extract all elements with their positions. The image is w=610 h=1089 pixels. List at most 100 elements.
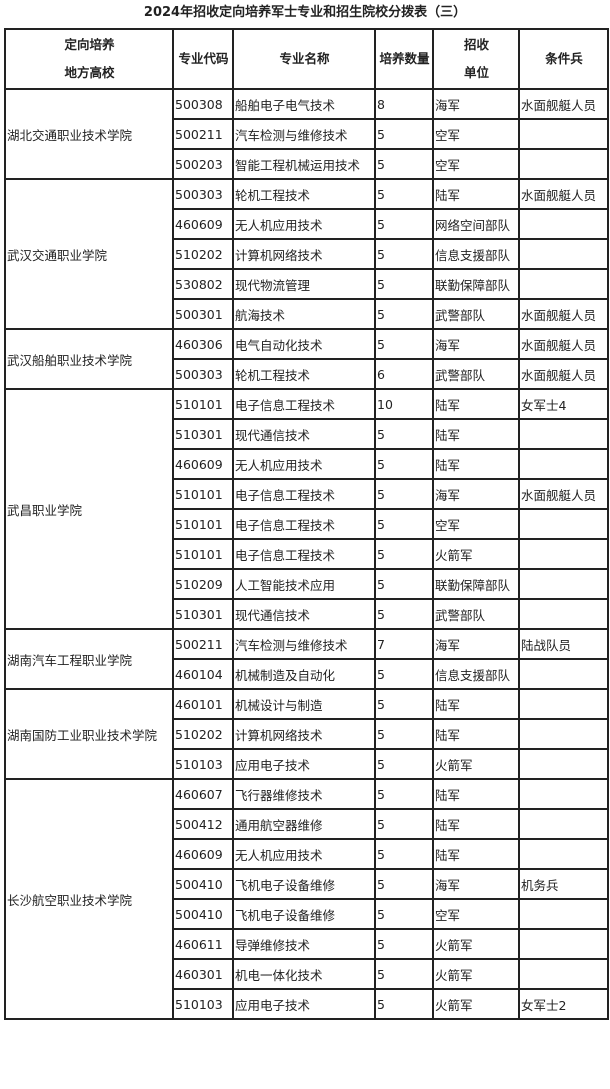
major-code-cell: 500308 (172, 88, 234, 120)
quota-cell: 7 (374, 628, 434, 660)
condition-cell (518, 898, 609, 930)
condition-cell (518, 508, 609, 540)
quota-cell: 5 (374, 238, 434, 270)
header-name: 专业名称 (232, 28, 376, 90)
major-code-cell: 460609 (172, 838, 234, 870)
major-name-cell: 电子信息工程技术 (232, 388, 376, 420)
quota-cell: 5 (374, 688, 434, 720)
recruiting-unit-cell: 海军 (432, 328, 520, 360)
major-code-cell: 510202 (172, 238, 234, 270)
major-name-cell: 应用电子技术 (232, 748, 376, 780)
major-name-cell: 现代通信技术 (232, 598, 376, 630)
major-name-cell: 人工智能技术应用 (232, 568, 376, 600)
major-code-cell: 510202 (172, 718, 234, 750)
major-name-cell: 应用电子技术 (232, 988, 376, 1020)
major-code-cell: 500412 (172, 808, 234, 840)
major-code-cell: 500410 (172, 898, 234, 930)
recruiting-unit-cell: 武警部队 (432, 298, 520, 330)
table-row: 460609 无人机应用技术 5 陆军 (5, 448, 609, 480)
recruiting-unit-cell: 联勤保障部队 (432, 568, 520, 600)
condition-cell (518, 658, 609, 690)
table-row: 510103 应用电子技术 5 火箭军 (5, 748, 609, 780)
major-name-cell: 无人机应用技术 (232, 208, 376, 240)
recruiting-unit-cell: 陆军 (432, 388, 520, 420)
major-name-cell: 飞机电子设备维修 (232, 898, 376, 930)
recruiting-unit-cell: 空军 (432, 508, 520, 540)
quota-cell: 5 (374, 958, 434, 990)
major-name-cell: 现代物流管理 (232, 268, 376, 300)
condition-cell (518, 748, 609, 780)
header-row: 定向培养 地方高校 专业代码 专业名称 培养数量 招收 单位 条件兵 (4, 28, 609, 90)
major-code-cell: 500211 (172, 118, 234, 150)
major-name-cell: 船舶电子电气技术 (232, 88, 376, 120)
major-name-cell: 电子信息工程技术 (232, 538, 376, 570)
table-row: 500410 飞机电子设备维修 5 海军 机务兵 (5, 868, 609, 900)
table-row: 510101 电子信息工程技术 5 空军 (5, 508, 609, 540)
school-cell: 武昌职业学院 (4, 388, 174, 630)
table-row: 510103 应用电子技术 5 火箭军 女军士2 (5, 988, 609, 1020)
condition-cell (518, 568, 609, 600)
quota-cell: 5 (374, 298, 434, 330)
condition-cell: 机务兵 (518, 868, 609, 900)
quota-cell: 5 (374, 418, 434, 450)
major-name-cell: 现代通信技术 (232, 418, 376, 450)
major-name-cell: 轮机工程技术 (232, 178, 376, 210)
header-school-line1: 定向培养 (64, 37, 115, 52)
major-name-cell: 汽车检测与维修技术 (232, 118, 376, 150)
quota-cell: 10 (374, 388, 434, 420)
major-name-cell: 智能工程机械运用技术 (232, 148, 376, 180)
table-row: 460301 机电一体化技术 5 火箭军 (5, 958, 609, 990)
table-row: 长沙航空职业技术学院 460607 飞行器维修技术 5 陆军 (4, 778, 609, 1020)
table-row: 460609 无人机应用技术 5 陆军 (5, 838, 609, 870)
recruiting-unit-cell: 陆军 (432, 778, 520, 810)
school-cell: 湖南国防工业职业技术学院 (4, 688, 174, 780)
school-cell: 武汉交通职业学院 (4, 178, 174, 330)
quota-cell: 5 (374, 478, 434, 510)
header-unit-line2: 单位 (463, 65, 489, 80)
quota-cell: 5 (374, 448, 434, 480)
table-row: 武汉船舶职业技术学院 460306 电气自动化技术 5 海军 水面舰艇人员 (4, 328, 609, 390)
major-code-cell: 460101 (172, 688, 234, 720)
header-unit-line1: 招收 (463, 37, 489, 52)
major-code-cell: 500301 (172, 298, 234, 330)
quota-cell: 6 (374, 358, 434, 390)
recruiting-unit-cell: 陆军 (432, 688, 520, 720)
header-count: 培养数量 (374, 28, 434, 90)
condition-cell: 水面舰艇人员 (518, 298, 609, 330)
recruiting-unit-cell: 信息支援部队 (432, 238, 520, 270)
recruiting-unit-cell: 武警部队 (432, 598, 520, 630)
major-code-cell: 510301 (172, 598, 234, 630)
quota-cell: 5 (374, 658, 434, 690)
school-cell: 武汉船舶职业技术学院 (4, 328, 174, 390)
recruiting-unit-cell: 网络空间部队 (432, 208, 520, 240)
recruiting-unit-cell: 火箭军 (432, 748, 520, 780)
recruiting-unit-cell: 火箭军 (432, 538, 520, 570)
header-code: 专业代码 (172, 28, 234, 90)
condition-cell: 水面舰艇人员 (518, 328, 609, 360)
header-school: 定向培养 地方高校 (4, 28, 174, 90)
quota-cell: 5 (374, 538, 434, 570)
table-row: 460609 无人机应用技术 5 网络空间部队 (5, 208, 609, 240)
quota-cell: 5 (374, 898, 434, 930)
table-row: 500203 智能工程机械运用技术 5 空军 (5, 148, 609, 180)
recruiting-unit-cell: 火箭军 (432, 928, 520, 960)
recruiting-unit-cell: 信息支援部队 (432, 658, 520, 690)
major-name-cell: 计算机网络技术 (232, 238, 376, 270)
major-name-cell: 机械设计与制造 (232, 688, 376, 720)
table-row: 510301 现代通信技术 5 陆军 (5, 418, 609, 450)
major-code-cell: 460306 (172, 328, 234, 360)
condition-cell: 水面舰艇人员 (518, 178, 609, 210)
major-name-cell: 航海技术 (232, 298, 376, 330)
table-row: 500211 汽车检测与维修技术 5 空军 (5, 118, 609, 150)
recruiting-unit-cell: 海军 (432, 478, 520, 510)
recruiting-unit-cell: 空军 (432, 898, 520, 930)
major-code-cell: 460609 (172, 448, 234, 480)
major-code-cell: 460301 (172, 958, 234, 990)
recruiting-unit-cell: 联勤保障部队 (432, 268, 520, 300)
table-row: 510209 人工智能技术应用 5 联勤保障部队 (5, 568, 609, 600)
table-row: 460104 机械制造及自动化 5 信息支援部队 (5, 658, 609, 690)
quota-cell: 5 (374, 148, 434, 180)
table-row: 武昌职业学院 510101 电子信息工程技术 10 陆军 女军士4 (4, 388, 609, 630)
condition-cell: 水面舰艇人员 (518, 358, 609, 390)
major-name-cell: 通用航空器维修 (232, 808, 376, 840)
